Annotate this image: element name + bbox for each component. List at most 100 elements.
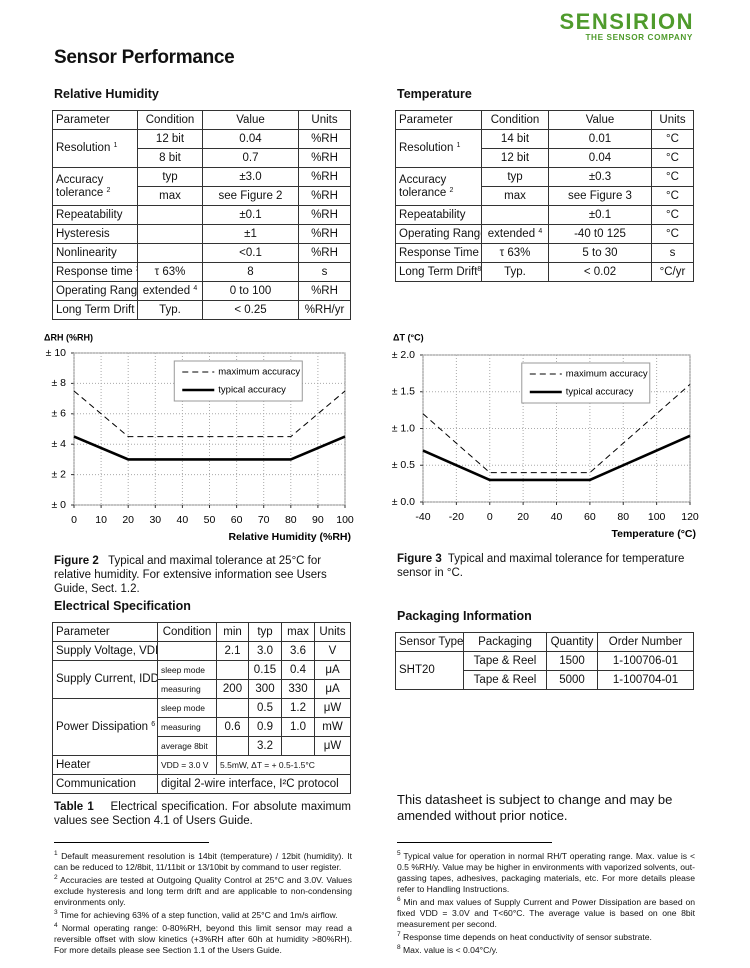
table-cell: Long Term Drift8 <box>395 262 482 282</box>
table-cell: 330 <box>281 679 315 699</box>
y-tick-label: ± 0.5 <box>392 459 415 471</box>
x-tick-label: 60 <box>584 511 596 523</box>
table-header-cell: Sensor Type <box>395 632 464 652</box>
legend-box <box>521 362 651 404</box>
table-cell: Typ. <box>481 262 549 282</box>
x-tick-label: 0 <box>487 511 493 523</box>
text: 7 Response time depends on heat conducti… <box>397 931 695 943</box>
table-row: Resolution 1 14 bit 0.01 °C <box>395 129 694 168</box>
table-cell: %RH <box>298 281 351 301</box>
series-line <box>422 384 691 474</box>
table-row: Heater VDD = 3.0 V 5.5mW, ΔT = + 0.5-1.5°C <box>52 755 351 775</box>
table-header-cell: Order Number <box>597 632 694 652</box>
table-body: Parameter Condition Value Units Resolution … <box>52 110 351 320</box>
y-axis-label: ΔT (°C) <box>393 332 424 342</box>
legend-label: maximum accuracy <box>566 369 648 380</box>
table-row: Operating Range extended 4 -40 t0 125 °C <box>395 224 694 244</box>
table-cell: μA <box>314 679 351 699</box>
rh-table: Parameter Condition Value Units Resolution … <box>52 110 351 320</box>
text: Resolution <box>56 142 111 154</box>
x-tick-label: 90 <box>312 514 324 526</box>
table-cell: -40 t0 125 <box>548 224 652 244</box>
table-cell: ±3.0 <box>202 167 299 187</box>
table-cell: Communication <box>52 774 158 794</box>
legend-label: typical accuracy <box>566 387 634 398</box>
x-tick-label: -40 <box>415 511 430 523</box>
table-cell: Tape & Reel <box>463 670 547 690</box>
table-cell: 0.4 <box>281 660 315 680</box>
charts: ± 0 ± 2 ± 4 ± 6 ± 8 ± 10 0 10 20 30 40 50 60 70 80 90 10… <box>44 332 699 542</box>
label: Table 1 <box>54 801 94 813</box>
text: Accuracy tolerance <box>56 173 104 199</box>
section-title: Temperature <box>397 87 472 101</box>
table-cell: ±1 <box>202 224 299 244</box>
table-row: Parameter Condition Value Units <box>52 110 351 130</box>
footnote-ref: 6 <box>151 720 156 728</box>
table-cell: Long Term Drift 5 <box>52 300 138 320</box>
table-cell: 1.2 <box>281 698 315 718</box>
table-cell: Response Time 7 <box>395 243 482 263</box>
table-header-cell: Parameter <box>395 110 482 130</box>
table-cell: 3.2 <box>248 736 282 756</box>
table-row: 12 bit 0.04 °C <box>396 148 694 168</box>
text: Response time <box>56 265 133 278</box>
x-tick-label: 40 <box>551 511 563 523</box>
table-cell: 8 bit <box>137 148 203 168</box>
table-cell: 0.01 <box>548 129 652 149</box>
text: Typical and maximal tolerance at 25°C fo… <box>54 555 327 595</box>
table-cell: τ 63% <box>137 262 203 282</box>
y-tick-label: ± 10 <box>46 347 67 359</box>
table-header-cell: Units <box>651 110 694 130</box>
table-cell: 12 bit <box>481 148 549 168</box>
table-row: Repeatability ±0.1 °C <box>395 205 694 225</box>
legend-box <box>173 360 303 402</box>
table-cell: Accuracy tolerance 2 <box>52 167 138 206</box>
table-header-cell: Parameter <box>52 110 138 130</box>
table-body: Sensor Type Packaging Quantity Order Number… <box>395 632 694 690</box>
table-cell <box>216 660 249 680</box>
table-cell: Resolution 1 <box>395 129 482 168</box>
section-title: Packaging Information <box>397 609 532 623</box>
text: Max. value is < 0.04°C/y. <box>403 945 498 955</box>
table-cell: 1-100704-01 <box>597 670 694 690</box>
electrical-table: Parameter Condition min typ max Units Supply … <box>52 622 351 794</box>
table-cell: 3.0 <box>248 641 282 661</box>
table-cell: 12 bit <box>137 129 203 149</box>
table-cell: max <box>481 186 549 206</box>
table-cell: 14 bit <box>481 129 549 149</box>
table-cell: %RH <box>298 148 351 168</box>
table-row: Repeatability ±0.1 %RH <box>52 205 351 225</box>
table-cell: μW <box>314 736 351 756</box>
text: extended <box>142 284 191 297</box>
footnote-ref: 3 <box>54 909 58 916</box>
table-cell: 0.9 <box>248 717 282 737</box>
footnotes: 5 Typical value for operation in normal … <box>397 850 695 958</box>
table-cell: SHT20 <box>395 651 464 690</box>
table-cell: °C <box>651 205 694 225</box>
table-cell: Tape & Reel <box>463 651 547 671</box>
text: 2 Accuracies are tested at Outgoing Qual… <box>54 874 352 908</box>
table-header-cell: Units <box>314 622 351 642</box>
table-cell: average 8bit <box>157 736 217 756</box>
table-body: Parameter Condition Value Units Resolution … <box>395 110 694 282</box>
table-header-cell: Value <box>202 110 299 130</box>
text: 6 Min and max values of Supply Current a… <box>397 896 695 930</box>
text: Electrical specification. For absolute m… <box>54 801 352 827</box>
text: Min and max values of Supply Current and… <box>397 897 695 929</box>
y-tick-label: ± 4 <box>51 438 66 450</box>
table-row: Long Term Drift8 Typ. < 0.02 °C/yr <box>395 262 694 282</box>
table-cell: V <box>314 641 351 661</box>
table-cell: 5.5mW, ΔT = + 0.5-1.5°C <box>216 755 351 775</box>
table-header-cell: min <box>216 622 249 642</box>
text: Accuracies are tested at Outgoing Qualit… <box>54 875 352 907</box>
text: 4 Normal operating range: 0-80%RH, beyon… <box>54 922 352 956</box>
table-cell: Typ. <box>137 300 203 320</box>
series-line <box>422 434 691 482</box>
table-cell: < 0.02 <box>548 262 652 282</box>
table-cell: Response time 3 <box>52 262 138 282</box>
table-row: Accuracy tolerance 2 typ ±3.0 %RH <box>52 167 351 206</box>
series-line <box>73 390 346 438</box>
section-title: Relative Humidity <box>54 87 159 101</box>
